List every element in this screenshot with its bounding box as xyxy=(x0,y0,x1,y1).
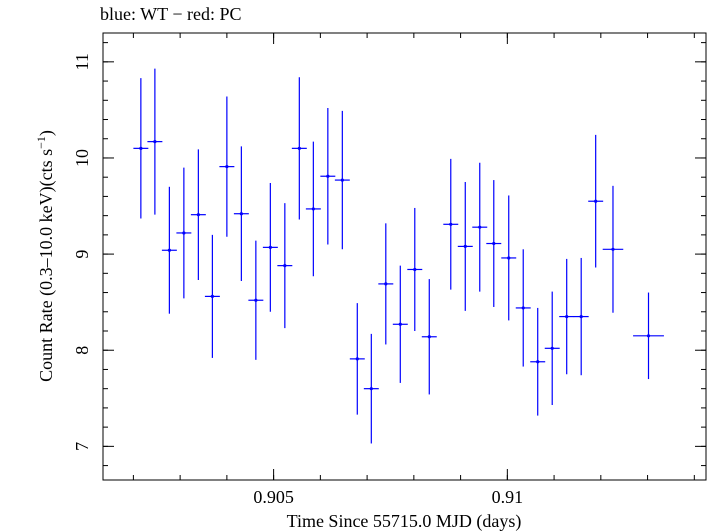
data-point xyxy=(268,245,272,249)
y-tick-label: 11 xyxy=(72,53,92,70)
chart-title: blue: WT − red: PC xyxy=(100,4,241,24)
data-point xyxy=(565,314,569,319)
data-point xyxy=(611,247,615,251)
x-axis-label: Time Since 55715.0 MJD (days) xyxy=(287,511,522,532)
data-point xyxy=(507,256,511,260)
data-point xyxy=(210,294,214,298)
x-tick-label: 0.91 xyxy=(492,487,524,507)
data-point xyxy=(239,212,243,216)
data-point xyxy=(427,335,431,339)
data-point xyxy=(167,248,171,252)
y-axis-label-exponent: −1 xyxy=(34,136,48,149)
data-point xyxy=(182,231,186,235)
data-point xyxy=(478,225,482,229)
data-point xyxy=(384,282,388,286)
data-point xyxy=(369,387,373,391)
data-series xyxy=(133,68,664,444)
data-point xyxy=(646,334,651,338)
y-tick-label: 7 xyxy=(72,442,92,451)
data-point xyxy=(196,213,200,217)
y-axis-label: Count Rate (0.3–10.0 keV)(cts s−1) xyxy=(34,130,57,382)
y-tick-label: 8 xyxy=(72,346,92,355)
data-point xyxy=(254,298,258,302)
data-point xyxy=(536,360,540,364)
plot-frame xyxy=(102,32,707,481)
data-point xyxy=(153,140,157,144)
data-point xyxy=(355,357,359,361)
data-point xyxy=(297,146,301,150)
axis-ticks: 0.905 0.91 7 8 9 10 11 xyxy=(72,33,706,507)
y-tick-label: 10 xyxy=(72,149,92,167)
data-point xyxy=(326,174,330,178)
data-point xyxy=(225,165,229,169)
data-point xyxy=(413,267,417,272)
data-point xyxy=(139,146,143,150)
data-point xyxy=(340,178,344,182)
data-point xyxy=(594,199,598,203)
data-point xyxy=(521,306,525,310)
data-point xyxy=(283,264,287,268)
x-tick-label: 0.905 xyxy=(253,487,294,507)
y-axis-label-close: ) xyxy=(36,130,57,136)
data-point xyxy=(550,346,554,350)
data-point xyxy=(492,241,496,246)
data-point xyxy=(449,222,453,226)
data-point xyxy=(311,207,315,211)
data-point xyxy=(579,314,583,319)
y-axis-label-main: Count Rate (0.3–10.0 keV)(cts s xyxy=(36,149,57,382)
data-point xyxy=(463,244,467,249)
data-point xyxy=(398,322,402,326)
y-tick-label: 9 xyxy=(72,250,92,259)
